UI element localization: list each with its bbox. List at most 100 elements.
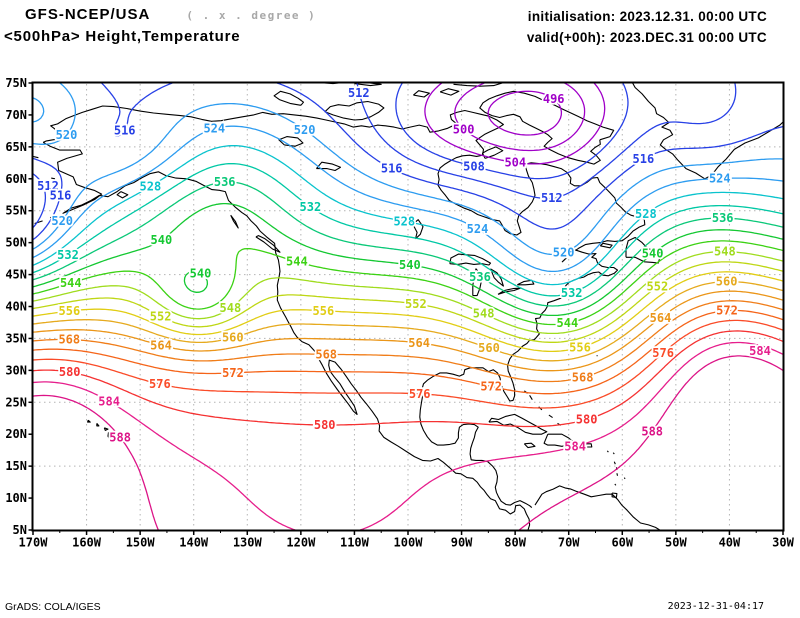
contour-line-524	[33, 125, 783, 273]
contour-label-568: 568	[315, 347, 337, 361]
contour-label-508: 508	[463, 160, 485, 174]
lat-label-10N: 10N	[5, 491, 27, 505]
contour-label-576: 576	[149, 377, 171, 391]
contour-label-520: 520	[51, 214, 73, 228]
contour-label-500: 500	[453, 122, 475, 136]
grid-resolution-note: ( . x . degree )	[186, 9, 317, 22]
contour-label-532: 532	[300, 200, 322, 214]
contour-label-528: 528	[393, 214, 415, 228]
header-right: initialisation: 2023.12.31. 00:00 UTC va…	[527, 6, 767, 48]
contour-label-548: 548	[220, 301, 242, 315]
init-time-label: initialisation: 2023.12.31. 00:00 UTC	[527, 9, 767, 24]
lon-label-170W: 170W	[19, 536, 49, 550]
contour-label-528: 528	[140, 179, 162, 193]
contour-label-560: 560	[478, 341, 500, 355]
contour-label-580: 580	[59, 365, 81, 379]
contour-line-512	[33, 173, 47, 228]
contour-line-496	[487, 90, 563, 136]
contour-label-520: 520	[294, 123, 316, 137]
contour-label-524: 524	[203, 122, 225, 136]
lon-label-40W: 40W	[719, 536, 741, 550]
contour-label-512: 512	[348, 86, 370, 100]
contour-label-572: 572	[716, 304, 738, 318]
contour-line-588	[518, 355, 783, 530]
contour-label-580: 580	[314, 418, 336, 432]
contour-label-584: 584	[98, 394, 120, 408]
contour-label-560: 560	[222, 331, 244, 345]
contour-label-512: 512	[37, 179, 59, 193]
contour-line-536	[33, 181, 783, 307]
lon-label-80W: 80W	[504, 536, 526, 550]
contour-line-552	[33, 261, 783, 343]
contour-label-568: 568	[58, 333, 80, 347]
lat-label-20N: 20N	[5, 427, 27, 441]
lat-label-40N: 40N	[5, 300, 27, 314]
lon-label-50W: 50W	[665, 536, 687, 550]
contour-label-588: 588	[641, 424, 663, 438]
header-left-line1: GFS-NCEP/USA ( . x . degree )	[25, 6, 316, 24]
contour-line-556	[33, 271, 783, 353]
lon-label-60W: 60W	[611, 536, 633, 550]
contour-label-544: 544	[60, 276, 82, 290]
contour-label-524: 524	[709, 172, 731, 186]
lat-label-25N: 25N	[5, 395, 27, 409]
lat-label-45N: 45N	[5, 268, 27, 282]
contour-label-512: 512	[541, 191, 563, 205]
contour-line-516	[33, 157, 63, 241]
contour-line-508	[395, 83, 629, 180]
lon-label-120W: 120W	[286, 536, 316, 550]
contour-line-548	[33, 250, 783, 335]
contour-label-556: 556	[313, 304, 335, 318]
contour-line-572	[33, 309, 783, 395]
contour-label-516: 516	[50, 188, 72, 202]
lon-label-100W: 100W	[394, 536, 424, 550]
contour-label-524: 524	[467, 222, 489, 236]
lon-label-90W: 90W	[451, 536, 473, 550]
contour-label-540: 540	[151, 233, 173, 247]
valid-time-label: valid(+00h): 2023.DEC.31 00:00 UTC	[526, 30, 767, 45]
plot-title: <500hPa> Height,Temperature	[4, 28, 241, 45]
lon-label-70W: 70W	[558, 536, 580, 550]
contour-label-552: 552	[647, 279, 669, 293]
contour-label-532: 532	[57, 248, 79, 262]
lon-label-140W: 140W	[179, 536, 209, 550]
contour-label-556: 556	[569, 341, 591, 355]
contour-label-516: 516	[633, 152, 655, 166]
lon-label-150W: 150W	[126, 536, 156, 550]
contour-label-584: 584	[564, 440, 586, 454]
contour-line-540	[183, 270, 209, 293]
lon-label-30W: 30W	[772, 536, 794, 550]
lon-label-130W: 130W	[233, 536, 263, 550]
contour-label-552: 552	[405, 297, 427, 311]
coastline-layer	[33, 83, 783, 530]
contour-line-560	[33, 280, 783, 362]
contour-label-536: 536	[469, 270, 491, 284]
contour-line-576	[33, 319, 783, 409]
creation-timestamp: 2023-12-31-04:17	[667, 601, 764, 612]
contour-label-536: 536	[214, 175, 236, 189]
contour-line-516	[276, 83, 783, 230]
contour-label-504: 504	[504, 156, 526, 170]
contour-label-564: 564	[150, 338, 172, 352]
lat-label-55N: 55N	[5, 204, 27, 218]
contour-line-588	[33, 394, 159, 530]
lat-label-70N: 70N	[5, 108, 27, 122]
contour-layer	[33, 83, 783, 530]
contour-label-556: 556	[59, 304, 81, 318]
contour-line-544	[33, 240, 783, 326]
contour-label-576: 576	[652, 346, 674, 360]
lat-label-65N: 65N	[5, 140, 27, 154]
lat-lon-gridlines	[34, 84, 782, 529]
grads-credit: GrADS: COLA/IGES	[5, 601, 101, 613]
contour-label-540: 540	[399, 258, 421, 272]
contour-line-532	[33, 162, 783, 297]
contour-label-516: 516	[381, 162, 403, 176]
contour-label-588: 588	[109, 430, 131, 444]
contour-label-564: 564	[650, 311, 672, 325]
contour-label-520: 520	[56, 128, 78, 142]
lon-label-160W: 160W	[72, 536, 102, 550]
contour-line-520	[33, 102, 783, 256]
contour-label-532: 532	[561, 286, 583, 300]
contour-label-520: 520	[553, 246, 575, 260]
